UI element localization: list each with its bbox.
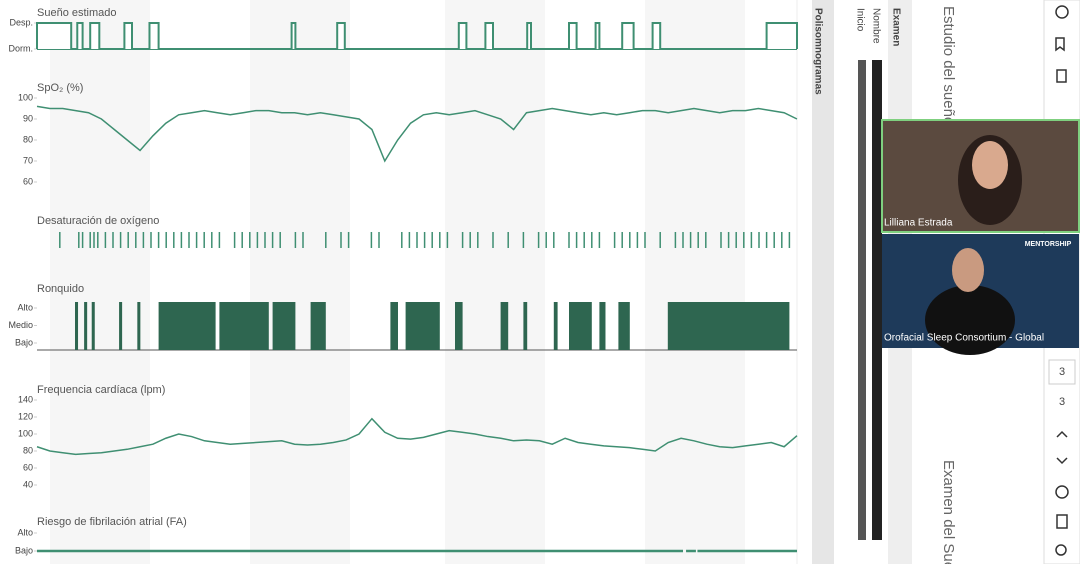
- snore-burst: [618, 302, 630, 350]
- awake-segment: [568, 22, 578, 49]
- panel-title: SpO₂ (%): [37, 82, 83, 94]
- y-tick-label: 100: [18, 92, 33, 102]
- snore-burst: [553, 302, 558, 350]
- awake-segment: [651, 22, 662, 49]
- exam-title: Examen del Sueño: [940, 460, 957, 564]
- participant-face: [952, 248, 984, 292]
- snore-burst: [405, 302, 440, 350]
- snore-burst: [599, 302, 606, 350]
- field: Inicio: [854, 8, 865, 32]
- page-box[interactable]: [1048, 359, 1076, 385]
- snore-burst: [500, 302, 509, 350]
- awake-segment: [89, 22, 101, 49]
- y-tick-label: Desp.: [9, 17, 33, 27]
- y-tick-label: 80: [23, 445, 33, 455]
- y-tick-label: Dorm.: [9, 43, 34, 53]
- awake-segment: [36, 22, 73, 49]
- awake-segment: [526, 22, 532, 49]
- panel-title: Sueño estimado: [37, 7, 117, 19]
- awake-segment: [594, 22, 601, 49]
- awake-segment: [290, 22, 297, 49]
- y-tick-label: 120: [18, 411, 33, 421]
- panel-title: Riesgo de fibrilación atrial (FA): [37, 516, 187, 528]
- y-tick-label: Medio: [8, 320, 33, 330]
- awake-segment: [457, 22, 468, 49]
- redacted: [872, 60, 882, 540]
- banner: MENTORSHIP: [1025, 241, 1072, 248]
- snore-burst: [455, 302, 463, 350]
- snore-burst: [158, 302, 216, 350]
- snore-burst: [272, 302, 296, 350]
- tile-name: Orofacial Sleep Consortium - Global: [884, 333, 1044, 344]
- icons[interactable]: [1055, 5, 1069, 556]
- snore-burst: [390, 302, 398, 350]
- awake-segment: [765, 22, 798, 49]
- field: Nombre: [870, 8, 881, 44]
- snore-burst: [569, 302, 592, 350]
- y-tick-label: Bajo: [15, 545, 33, 555]
- panel-title: Frequencia cardíaca (lpm): [37, 384, 165, 396]
- y-tick-label: 60: [23, 462, 33, 472]
- y-tick-label: 80: [23, 134, 33, 144]
- signal-line: [36, 417, 798, 456]
- y-tick-label: Alto: [17, 527, 33, 537]
- tile-name: Lilliana Estrada: [884, 218, 953, 229]
- snore-burst: [137, 302, 141, 350]
- stripes: [50, 0, 745, 564]
- snore-burst: [219, 302, 269, 350]
- snore-burst: [310, 302, 326, 350]
- awake-segment: [484, 22, 494, 49]
- snore-burst: [119, 302, 123, 350]
- y-tick-label: 60: [23, 176, 33, 186]
- page-count: 3: [1059, 396, 1065, 408]
- snore-burst: [523, 302, 528, 350]
- y-tick-label: 90: [23, 113, 33, 123]
- tab-label[interactable]: Polisomnogramas: [812, 8, 823, 95]
- y-tick-label: 40: [23, 479, 33, 489]
- y-tick-label: 100: [18, 428, 33, 438]
- page-input[interactable]: 3: [1059, 366, 1065, 378]
- awake-segment: [148, 22, 160, 49]
- participant-face: [972, 141, 1008, 189]
- snore-burst: [84, 302, 88, 350]
- y-tick-label: 70: [23, 155, 33, 165]
- redacted: [858, 60, 866, 540]
- awake-segment: [336, 22, 346, 49]
- awake-segment: [76, 22, 84, 49]
- exam-header: Examen: [890, 8, 901, 46]
- panel-title: Desaturación de oxígeno: [37, 215, 159, 227]
- awake-segment: [621, 22, 635, 49]
- participant: [925, 285, 1015, 355]
- panel-title: Ronquido: [37, 283, 84, 295]
- y-tick-label: Bajo: [15, 337, 33, 347]
- snore-burst: [667, 302, 790, 350]
- y-tick-label: Alto: [17, 302, 33, 312]
- snore-burst: [91, 302, 95, 350]
- study-title: Estudio del sueño: [940, 6, 957, 125]
- signal-line: [36, 105, 798, 163]
- y-tick-label: 140: [18, 394, 33, 404]
- snore-burst: [75, 302, 79, 350]
- tab[interactable]: [812, 0, 834, 564]
- awake-segment: [123, 22, 133, 49]
